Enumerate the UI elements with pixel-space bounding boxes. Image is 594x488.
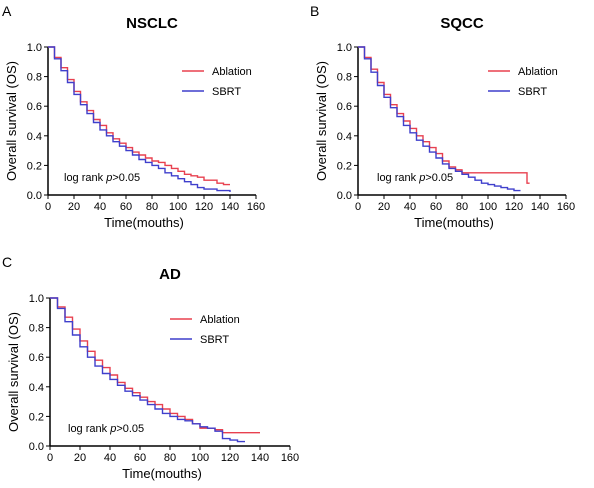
x-tick-label: 20 xyxy=(378,201,390,213)
y-axis-label: Overall survival (OS) xyxy=(314,61,329,181)
x-tick-label: 160 xyxy=(281,452,299,464)
series-line-ablation xyxy=(48,46,230,186)
legend-label-sbrt: SBRT xyxy=(200,334,229,346)
legend-label-ablation: Ablation xyxy=(200,314,240,326)
annotation-prefix: log rank xyxy=(377,172,419,184)
legend-label-sbrt: SBRT xyxy=(212,86,241,98)
series-line-ablation xyxy=(358,46,530,184)
legend-label-ablation: Ablation xyxy=(518,66,558,78)
annotation-suffix: >0.05 xyxy=(425,172,453,184)
x-tick-label: 60 xyxy=(430,201,442,213)
x-tick-label: 140 xyxy=(531,201,549,213)
chart-title: SQCC xyxy=(440,15,484,32)
panel-label-a: A xyxy=(2,3,12,19)
series-line-sbrt xyxy=(358,46,521,192)
legend-label-ablation: Ablation xyxy=(212,66,252,78)
x-tick-label: 20 xyxy=(74,452,86,464)
x-tick-label: 20 xyxy=(68,201,80,213)
x-tick-label: 0 xyxy=(47,452,53,464)
panel-label-b: B xyxy=(310,3,319,19)
y-tick-label: 1.0 xyxy=(27,42,42,54)
y-tick-label: 0.4 xyxy=(29,382,44,394)
annotation-p: p xyxy=(105,172,112,184)
x-tick-label: 100 xyxy=(191,452,209,464)
x-tick-label: 40 xyxy=(104,452,116,464)
y-tick-label: 0.4 xyxy=(27,131,42,143)
x-tick-label: 60 xyxy=(120,201,132,213)
series-line-sbrt xyxy=(50,297,245,443)
x-tick-label: 160 xyxy=(557,201,575,213)
x-axis-label: Time(mouths) xyxy=(104,215,184,230)
log-rank-annotation: log rank p>0.05 xyxy=(68,423,144,435)
annotation-p: p xyxy=(109,423,116,435)
annotation-suffix: >0.05 xyxy=(112,172,140,184)
y-tick-label: 0.2 xyxy=(337,160,352,172)
y-axis-label: Overall survival (OS) xyxy=(4,61,19,181)
y-axis-label: Overall survival (OS) xyxy=(6,312,21,432)
annotation-prefix: log rank xyxy=(68,423,110,435)
x-tick-label: 140 xyxy=(251,452,269,464)
x-tick-label: 60 xyxy=(134,452,146,464)
x-tick-label: 40 xyxy=(404,201,416,213)
chart-title: NSCLC xyxy=(126,15,178,32)
x-tick-label: 160 xyxy=(247,201,265,213)
annotation-prefix: log rank xyxy=(64,172,106,184)
series-line-sbrt xyxy=(48,46,231,192)
y-tick-label: 0.0 xyxy=(29,441,44,453)
y-tick-label: 0.8 xyxy=(29,323,44,335)
x-tick-label: 100 xyxy=(169,201,187,213)
x-tick-label: 120 xyxy=(195,201,213,213)
x-axis-label: Time(mouths) xyxy=(122,466,202,481)
x-tick-label: 0 xyxy=(355,201,361,213)
x-tick-label: 80 xyxy=(146,201,158,213)
x-tick-label: 120 xyxy=(505,201,523,213)
annotation-p: p xyxy=(418,172,425,184)
y-tick-label: 0.8 xyxy=(27,72,42,84)
x-tick-label: 40 xyxy=(94,201,106,213)
y-tick-label: 0.8 xyxy=(337,72,352,84)
x-axis-label: Time(mouths) xyxy=(414,215,494,230)
chart-sqcc: SQCC 0 20 40 60 80 100 120 140 160 0.0 0.2 0.4 0.6 0.8… xyxy=(314,15,575,230)
y-tick-label: 0.6 xyxy=(337,101,352,113)
x-tick-label: 120 xyxy=(221,452,239,464)
x-tick-label: 80 xyxy=(164,452,176,464)
y-tick-label: 1.0 xyxy=(337,42,352,54)
log-rank-annotation: log rank p>0.05 xyxy=(64,172,140,184)
y-tick-label: 0.4 xyxy=(337,131,352,143)
y-tick-label: 0.6 xyxy=(29,352,44,364)
y-tick-label: 0.6 xyxy=(27,101,42,113)
legend-label-sbrt: SBRT xyxy=(518,86,547,98)
x-tick-label: 0 xyxy=(45,201,51,213)
panel-label-c: C xyxy=(2,254,12,270)
chart-nsclc: NSCLC 0 20 40 60 80 100 120 140 160 0.0 0.2 0.4 0.6 0.… xyxy=(4,15,265,230)
y-tick-label: 0.2 xyxy=(27,160,42,172)
y-tick-label: 0.0 xyxy=(27,190,42,202)
x-tick-label: 140 xyxy=(221,201,239,213)
y-tick-label: 1.0 xyxy=(29,293,44,305)
x-tick-label: 80 xyxy=(456,201,468,213)
chart-ad: AD 0 20 40 60 80 100 120 140 160 0.0 0.2 0.4 0.6 0.8 1.… xyxy=(6,266,299,481)
annotation-suffix: >0.05 xyxy=(116,423,144,435)
x-tick-label: 100 xyxy=(479,201,497,213)
chart-title: AD xyxy=(159,266,181,283)
y-tick-label: 0.2 xyxy=(29,411,44,423)
log-rank-annotation: log rank p>0.05 xyxy=(377,172,453,184)
y-tick-label: 0.0 xyxy=(337,190,352,202)
